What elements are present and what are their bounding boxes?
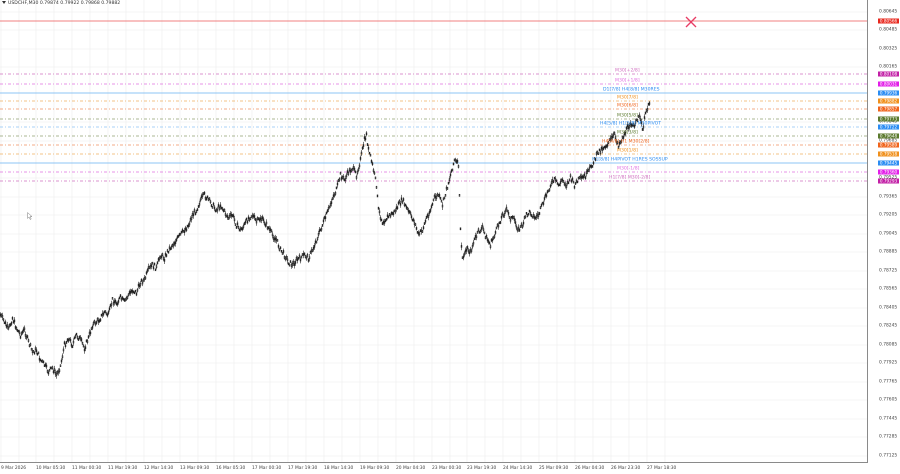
price-tick-label: 0.80325 [879, 46, 898, 52]
time-tick-label: 26 Mar 04:30 [575, 466, 605, 471]
dropdown-triangle-icon[interactable] [2, 1, 6, 4]
price-tick-label: 0.78885 [879, 249, 898, 255]
price-level-tag: 0.79445 [878, 160, 899, 166]
price-tick-label: 0.77125 [879, 453, 898, 459]
price-level-tag: 0.80108 [878, 71, 899, 77]
price-level-tag: 0.80566 [878, 18, 899, 24]
level-label: H1[8/8] H4PIVOT H1RES SOSSUP [592, 157, 668, 163]
price-tick-label: 0.77925 [879, 360, 898, 366]
level-label: M30[-1/8] [617, 166, 640, 172]
level-label: H4[4/8] H1 M30[2/8] [602, 139, 650, 145]
price-tick-label: 0.78085 [879, 342, 898, 348]
price-tick-label: 0.79525 [879, 176, 897, 181]
price-level-tag: 0.79722 [878, 124, 899, 130]
time-tick-label: 13 Mar 09:30 [180, 466, 210, 471]
price-level-tag: 0.79518 [878, 151, 899, 157]
time-tick-label: 17 Mar 19:30 [288, 466, 318, 471]
level-label: M30[1/8] [617, 148, 638, 154]
price-tick-label: 0.77765 [879, 379, 898, 385]
level-label: D1[7/8] H4[8/8] M30RES [603, 87, 660, 93]
time-tick-label: 19 Mar 09:30 [360, 466, 390, 471]
price-tick-label: 0.80165 [879, 64, 898, 70]
time-axis[interactable]: 9 Mar 2026 10 Mar 05:30 11 Mar 00:30 11 Mar… [0, 463, 868, 474]
red-x-marker-icon[interactable] [685, 16, 697, 28]
price-level-tag: 0.79882 [878, 98, 899, 104]
price-level-tag: 0.80031 [878, 81, 899, 87]
level-label: M30[5/8] [617, 113, 638, 119]
time-tick-label: 20 Mar 04:30 [396, 466, 426, 471]
time-tick-label: 16 Mar 05:30 [216, 466, 246, 471]
price-level-tag: 0.79857 [878, 106, 899, 112]
price-tick-label: 0.79365 [879, 194, 898, 200]
price-tick-label: 0.79205 [879, 212, 898, 218]
price-level-tag: 0.79589 [878, 142, 899, 148]
candles [0, 101, 651, 379]
price-tick-label: 0.77285 [879, 434, 898, 440]
time-tick-label: 18 Mar 14:30 [324, 466, 354, 471]
price-tick-label: 0.78725 [879, 268, 898, 274]
price-level-tag: 0.79360 [878, 169, 899, 175]
price-level-tag: 0.79648 [878, 133, 899, 139]
price-tick-label: 0.79045 [879, 231, 898, 237]
price-level-tag: 0.79773 [878, 116, 899, 122]
time-tick-label: 17 Mar 00:30 [252, 466, 282, 471]
price-tick-label: 0.79845 [879, 119, 898, 125]
level-label: M30[+1/8] [615, 78, 640, 84]
price-tick-label: 0.80485 [879, 27, 898, 33]
time-tick-label: 23 Mar 19:30 [467, 466, 497, 471]
price-level-tag: 0.79293 [878, 178, 899, 184]
symbol-ohlc-text: USDCHF,M30 0.79874 0.79922 0.79868 0.798… [8, 1, 121, 6]
price-tick-label: 0.78405 [879, 305, 898, 311]
time-tick-label: 11 Mar 19:30 [108, 466, 138, 471]
time-tick-label: 10 Mar 05:30 [36, 466, 66, 471]
price-tick-label: 0.77605 [879, 397, 898, 403]
level-label: M30[+2/8] [615, 68, 640, 74]
price-chart-plot[interactable]: USDCHF,M30 0.79874 0.79922 0.79868 0.798… [0, 0, 868, 463]
time-tick-label: 23 Mar 00:30 [432, 466, 462, 471]
symbol-info-bar: USDCHF,M30 0.79874 0.79922 0.79868 0.798… [2, 1, 120, 6]
time-tick-label: 25 Mar 09:30 [539, 466, 569, 471]
level-label: M30[6/8] [617, 103, 638, 109]
price-tick-label: 0.79685 [879, 138, 898, 144]
time-tick-label: 9 Mar 2026 [1, 466, 27, 471]
time-tick-label: 24 Mar 14:30 [503, 466, 533, 471]
price-tick-label: 0.78565 [879, 286, 898, 292]
price-axis[interactable]: 0.80645 0.80485 0.80325 0.80165 0.79845 0.796… [868, 0, 900, 463]
level-label: M30[7/8] [617, 95, 638, 101]
time-tick-label: 27 Mar 18:30 [647, 466, 677, 471]
price-tick-label: 0.77445 [879, 416, 898, 422]
level-label: M30[3/8] [617, 130, 638, 136]
price-tick-label: 0.78245 [879, 323, 898, 329]
time-tick-label: 12 Mar 14:30 [144, 466, 174, 471]
level-label: H1[7/8] M30[-2/8] [609, 175, 651, 181]
chart-canvas[interactable] [0, 0, 868, 463]
time-tick-label: 26 Mar 23:30 [611, 466, 641, 471]
price-level-tag: 0.79936 [878, 90, 899, 96]
level-label: H4[5/8] H1[5/8] M30PIVOT [600, 121, 662, 127]
time-tick-label: 11 Mar 00:30 [72, 466, 102, 471]
price-tick-label: 0.80645 [879, 9, 898, 15]
